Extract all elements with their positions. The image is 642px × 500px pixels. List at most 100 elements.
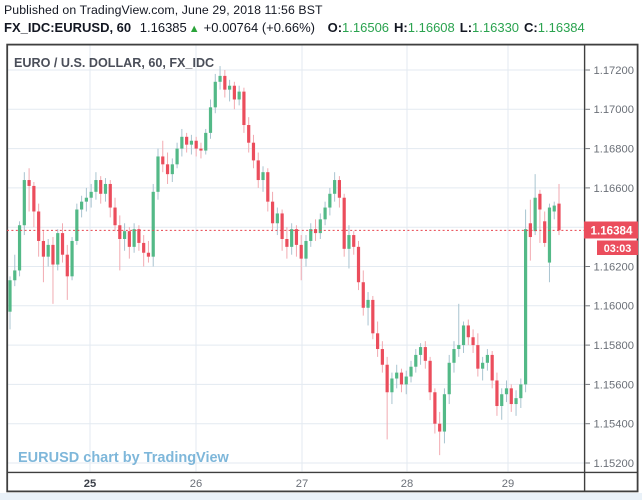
candle-down [423, 347, 427, 361]
candle-up [290, 229, 294, 247]
candle-down [313, 229, 318, 234]
candle-up [228, 85, 232, 90]
price-change: +0.00764 (+0.66%) [203, 20, 315, 35]
candle-down [466, 325, 470, 338]
candle-down [352, 235, 356, 247]
watermark[interactable]: EURUSD chart by TradingView [18, 450, 230, 466]
close-value: 1.16384 [537, 20, 585, 35]
price-axis-labels: 1.17200 1.17000 1.16800 1.16600 1.16200 1.160… [585, 65, 634, 470]
candle-down [223, 75, 227, 90]
candle-up [552, 205, 556, 212]
candle-down [471, 337, 475, 346]
time-axis-labels: 25 26 27 28 29 [84, 478, 514, 490]
candle-up [452, 349, 456, 363]
candle-up [84, 197, 88, 202]
price-axis-label: 1.17000 [594, 104, 634, 116]
candle-down [380, 349, 384, 365]
candle-up [103, 183, 108, 194]
candle-down [356, 246, 361, 283]
candle-up [485, 354, 489, 363]
candle-up [500, 394, 504, 407]
candle-up [519, 384, 523, 399]
last-price-label: 1.16384 [584, 221, 638, 239]
candle-down [399, 372, 404, 385]
candle-down [118, 225, 122, 239]
candle-up [170, 164, 174, 175]
time-axis-label: 29 [502, 478, 514, 490]
candle-down [342, 197, 346, 249]
candle-up [8, 280, 12, 312]
open-value: 1.16506 [342, 20, 390, 35]
candle-up [414, 354, 418, 367]
candle-down [557, 203, 561, 231]
chart-plot-area[interactable] [7, 44, 585, 472]
candle-down [266, 172, 270, 202]
candle-down [495, 380, 499, 407]
candle-down [146, 252, 151, 257]
candle-down [127, 231, 131, 247]
price-axis-label: 1.16200 [594, 261, 634, 273]
candle-up [461, 325, 466, 346]
candle-up [22, 180, 26, 226]
bar-countdown-bg [597, 240, 638, 255]
candle-down [476, 345, 480, 369]
time-axis-label: 25 [84, 478, 96, 490]
high-label: H: [394, 20, 408, 35]
close-label: C: [524, 20, 538, 35]
candle-down [27, 180, 31, 186]
candle-up [237, 91, 241, 100]
candle-down [60, 233, 65, 255]
published-line: Published on TradingView.com, June 29, 2… [4, 3, 323, 17]
candle-up [156, 156, 160, 192]
candle-up [547, 207, 552, 263]
up-triangle-icon: ▲ [188, 23, 200, 35]
price-axis-label: 1.17200 [594, 65, 634, 77]
chart-frame [6, 43, 639, 493]
candle-down [509, 388, 513, 405]
price-axis-label: 1.16800 [594, 144, 634, 156]
price-axis-label: 1.16000 [594, 301, 634, 313]
candle-down [41, 240, 46, 257]
candle-up [70, 240, 74, 277]
candle-down [247, 125, 251, 143]
candle-down [108, 183, 112, 208]
price-scale[interactable] [585, 44, 638, 472]
candle-up [395, 372, 399, 379]
last-price: 1.16385 [139, 20, 187, 35]
candle-down [280, 213, 284, 239]
candle-up [514, 398, 518, 405]
candle-up [318, 219, 322, 234]
candle-up [366, 299, 370, 308]
candle-down [161, 156, 165, 165]
candle-up [218, 75, 222, 82]
candle-up [333, 180, 337, 194]
bar-countdown-text: 03:03 [604, 243, 632, 255]
candle-down [65, 254, 69, 277]
time-scale[interactable] [7, 472, 638, 492]
candle-up [13, 270, 17, 281]
candle-down [256, 160, 260, 181]
symbol-interval: FX_IDC:EURUSD, 60 [4, 20, 132, 35]
candle-up [504, 388, 509, 395]
chart-title: EURO / U.S. DOLLAR, 60, FX_IDC [14, 56, 214, 70]
candle-up [94, 180, 98, 192]
candle-up [347, 235, 351, 249]
candle-down [433, 392, 437, 424]
candle-down [361, 282, 365, 308]
candle-down [385, 364, 389, 393]
candle-up [132, 229, 136, 247]
candle-up [208, 107, 213, 133]
candle-up [481, 362, 485, 369]
candle-up [418, 347, 423, 355]
candle-up [447, 362, 451, 395]
candle-up [56, 233, 60, 265]
candle-down [37, 211, 41, 241]
last-price-label-text: 1.16384 [591, 225, 633, 238]
price-axis-label: 1.15600 [594, 379, 634, 391]
candle-up [390, 378, 394, 393]
candle-up [523, 229, 528, 385]
page-bottom-strip [0, 493, 642, 500]
gridlines [7, 45, 584, 472]
